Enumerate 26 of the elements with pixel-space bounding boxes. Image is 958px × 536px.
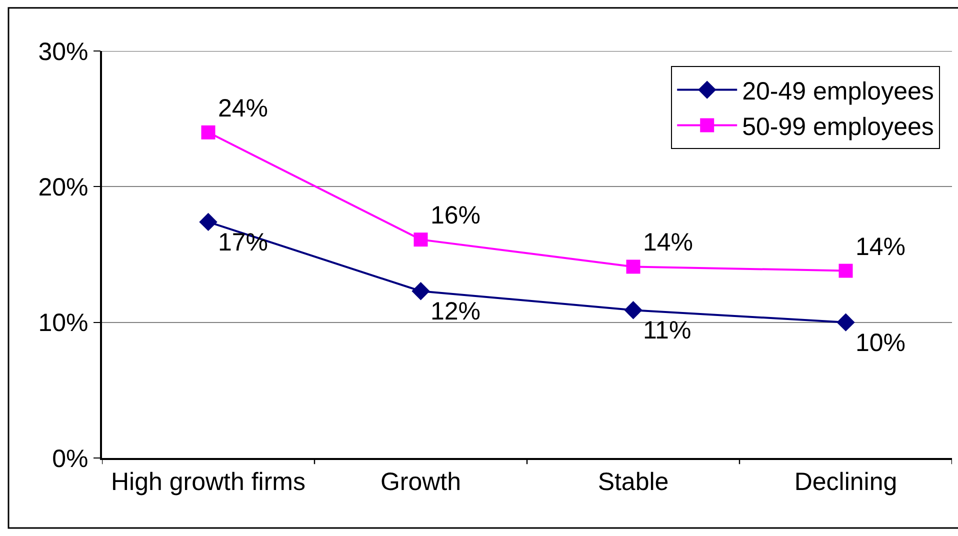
y-tick-label: 10% bbox=[38, 309, 88, 338]
y-tick-label: 20% bbox=[38, 173, 88, 202]
data-label: 17% bbox=[218, 228, 268, 256]
point bbox=[199, 212, 218, 232]
data-label: 14% bbox=[856, 232, 906, 261]
data-label: 12% bbox=[430, 298, 481, 326]
y-tick-label: 0% bbox=[52, 444, 88, 473]
x-tick-label: Stable bbox=[598, 468, 669, 496]
point bbox=[624, 301, 642, 320]
x-tick-label: Growth bbox=[380, 468, 462, 496]
point bbox=[412, 282, 430, 300]
point bbox=[414, 232, 428, 247]
data-label: 16% bbox=[430, 202, 481, 230]
data-label: 24% bbox=[218, 94, 268, 122]
data-label: 10% bbox=[856, 328, 906, 357]
x-tick-label: High growth firms bbox=[111, 468, 306, 496]
x-tick-label: Declining bbox=[794, 468, 898, 496]
point bbox=[836, 313, 855, 332]
y-tick-label: 30% bbox=[38, 38, 88, 66]
point bbox=[838, 264, 853, 278]
point bbox=[201, 125, 216, 140]
point bbox=[626, 260, 640, 274]
legend-label: 20-49 employees bbox=[742, 78, 934, 106]
legend-label: 50-99 employees bbox=[742, 113, 934, 142]
data-label: 11% bbox=[643, 316, 692, 345]
data-label: 14% bbox=[643, 228, 694, 257]
